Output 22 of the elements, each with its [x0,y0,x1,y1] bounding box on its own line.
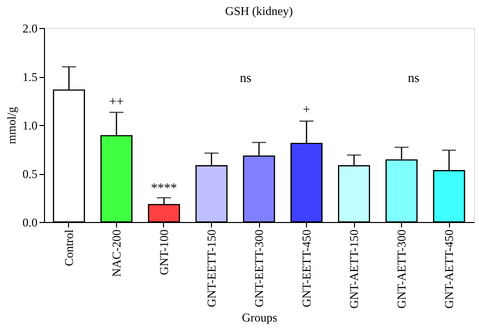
y-tick-label: 2.0 [22,22,38,36]
x-tick-label: NAC-200 [109,230,124,277]
x-tick-label: GNT-AETT-300 [394,230,409,309]
annotation: ns [408,70,420,86]
chart-title: GSH (kidney) [225,4,293,18]
y-tick-label: 1.0 [22,118,38,132]
annotation: ns [240,70,252,86]
annotation: ++ [109,94,124,109]
x-tick-label: GNT-AETT-450 [442,230,456,309]
x-tick-label: GNT-AETT-150 [347,230,362,309]
x-tick-label: Control [62,228,76,266]
annotation: + [302,101,310,116]
annotation: **** [150,180,177,195]
y-axis-title: mmol/g [4,106,18,144]
x-tick-label: GNT-100 [156,230,171,276]
y-tick-label: 0.0 [22,216,38,230]
x-tick-label: GNT-EETT-150 [204,230,218,308]
y-tick-label: 1.5 [22,70,38,84]
x-tick-label: GNT-EETT-300 [252,230,266,308]
y-tick-label: 0.5 [22,167,38,181]
x-axis-title: Groups [242,310,278,325]
x-tick-label: GNT-EETT-450 [300,230,314,308]
